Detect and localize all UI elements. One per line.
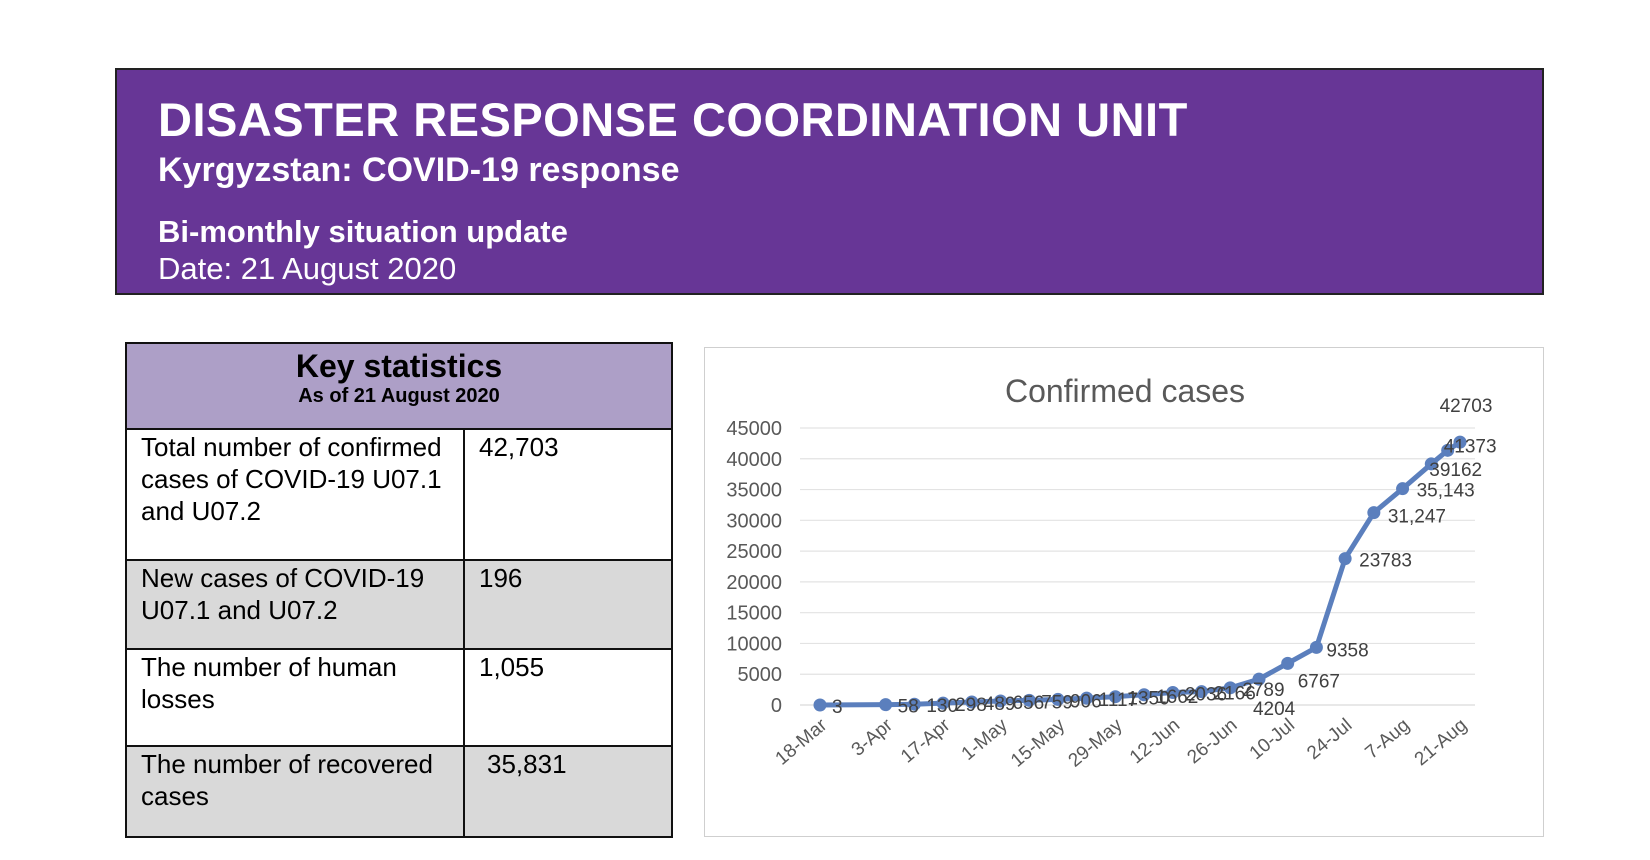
y-tick-label: 10000 [726, 633, 782, 655]
key-statistics-title: Key statistics [295, 348, 503, 384]
y-tick-label: 0 [771, 695, 782, 717]
data-point [1281, 656, 1295, 670]
data-label: 39162 [1429, 460, 1482, 481]
data-label: 23783 [1359, 551, 1412, 572]
y-tick-label: 20000 [726, 572, 782, 594]
x-tick-label: 3-Apr [848, 714, 898, 760]
stat-value: 35,831 [462, 745, 674, 838]
data-label: 1350 [1127, 689, 1169, 710]
data-point [965, 695, 979, 709]
data-point [936, 696, 950, 710]
data-label: 130 [926, 696, 958, 717]
y-tick-label: 25000 [726, 541, 782, 563]
x-tick-label: 15-May [1007, 714, 1069, 771]
y-tick-label: 30000 [726, 510, 782, 532]
data-point [907, 697, 921, 711]
data-point [1396, 482, 1410, 496]
x-tick-label: 24-Jul [1303, 715, 1356, 764]
y-tick-label: 35000 [726, 480, 782, 502]
key-statistics-as-of: As of 21 August 2020 [298, 385, 500, 407]
table-row: Total number of confirmed cases of COVID… [125, 428, 674, 561]
x-tick-label: 10-Jul [1246, 715, 1299, 764]
x-tick-label: 12-Jun [1126, 715, 1184, 768]
stat-value: 1,055 [462, 648, 674, 747]
y-tick-label: 5000 [738, 664, 783, 686]
data-label: 41373 [1444, 436, 1497, 457]
data-label: 9358 [1326, 640, 1368, 661]
data-label: 906 [1070, 691, 1102, 712]
data-label: 58 [898, 697, 919, 718]
data-label: 3 [832, 697, 843, 718]
x-tick-label: 18-Mar [772, 714, 832, 769]
data-point [1453, 435, 1467, 449]
data-label: 35,143 [1417, 481, 1475, 502]
x-tick-label: 1-May [958, 714, 1012, 764]
org-title: DISASTER RESPONSE COORDINATION UNIT [158, 93, 1188, 146]
x-tick-label: 26-Jun [1183, 715, 1241, 768]
data-point [1441, 443, 1455, 457]
data-label: 656 [1013, 693, 1045, 714]
y-tick-label: 40000 [726, 449, 782, 471]
data-point [1022, 693, 1036, 707]
data-point [1252, 672, 1266, 686]
data-label: 2166 [1214, 684, 1256, 705]
data-label: 4204 [1253, 699, 1296, 720]
data-point [1166, 685, 1180, 699]
stat-label: The number of recovered cases [125, 745, 465, 838]
stat-label: The number of human losses [125, 648, 465, 747]
data-point [994, 694, 1008, 708]
x-tick-label: 21-Aug [1411, 715, 1471, 770]
data-point [1137, 688, 1151, 702]
confirmed-cases-chart: Confirmed cases 0 5000 10000 15000 20000 2500… [704, 347, 1544, 837]
data-label: 1117 [1099, 690, 1138, 711]
data-point [1223, 681, 1237, 695]
chart-title: Confirmed cases [1005, 373, 1245, 409]
chart-canvas: Confirmed cases 0 5000 10000 15000 20000 2500… [726, 373, 1497, 772]
header-banner: DISASTER RESPONSE COORDINATION UNIT Kyrg… [115, 68, 1544, 295]
data-label: 2789 [1242, 680, 1284, 701]
stat-label: Total number of confirmed cases of COVID… [125, 428, 465, 561]
data-point [1195, 685, 1209, 699]
data-point [1367, 506, 1381, 520]
data-label: 298 [955, 695, 987, 716]
table-row: New cases of COVID-19 U07.1 and U07.2 19… [125, 559, 674, 650]
data-point [1309, 640, 1323, 654]
stat-label: New cases of COVID-19 U07.1 and U07.2 [125, 559, 465, 650]
key-statistics-header: Key statistics As of 21 August 2020 [124, 342, 674, 430]
table-row: The number of recovered cases 35,831 [125, 745, 674, 838]
data-label: 489 [984, 694, 1016, 715]
response-subtitle: Kyrgyzstan: COVID-19 response [158, 151, 680, 189]
data-label: 1662 [1156, 687, 1198, 708]
x-tick-label: 17-Apr [897, 714, 955, 767]
key-statistics-table: Key statistics As of 21 August 2020 Tota… [124, 342, 674, 838]
data-point [813, 698, 827, 712]
x-tick-label: 29-May [1065, 714, 1127, 771]
data-point [879, 698, 893, 712]
y-tick-label: 45000 [726, 418, 782, 440]
data-point [1080, 691, 1094, 705]
data-label: 31,247 [1388, 507, 1446, 528]
x-tick-label: 7-Aug [1361, 715, 1413, 764]
data-point [1424, 457, 1438, 471]
data-label: 2036 [1185, 684, 1227, 705]
report-date: Date: 21 August 2020 [158, 251, 457, 286]
data-point [1051, 692, 1065, 706]
report-type: Bi-monthly situation update [158, 214, 568, 249]
data-label: 42703 [1440, 396, 1493, 417]
y-tick-label: 15000 [726, 603, 782, 625]
data-point [1338, 552, 1352, 566]
data-label: 759 [1041, 692, 1073, 713]
stat-value: 42,703 [462, 428, 674, 561]
data-point [1108, 690, 1122, 704]
stat-value: 196 [462, 559, 674, 650]
series-line [819, 440, 1462, 708]
table-row: The number of human losses 1,055 [125, 648, 674, 747]
data-label: 6767 [1298, 671, 1340, 692]
